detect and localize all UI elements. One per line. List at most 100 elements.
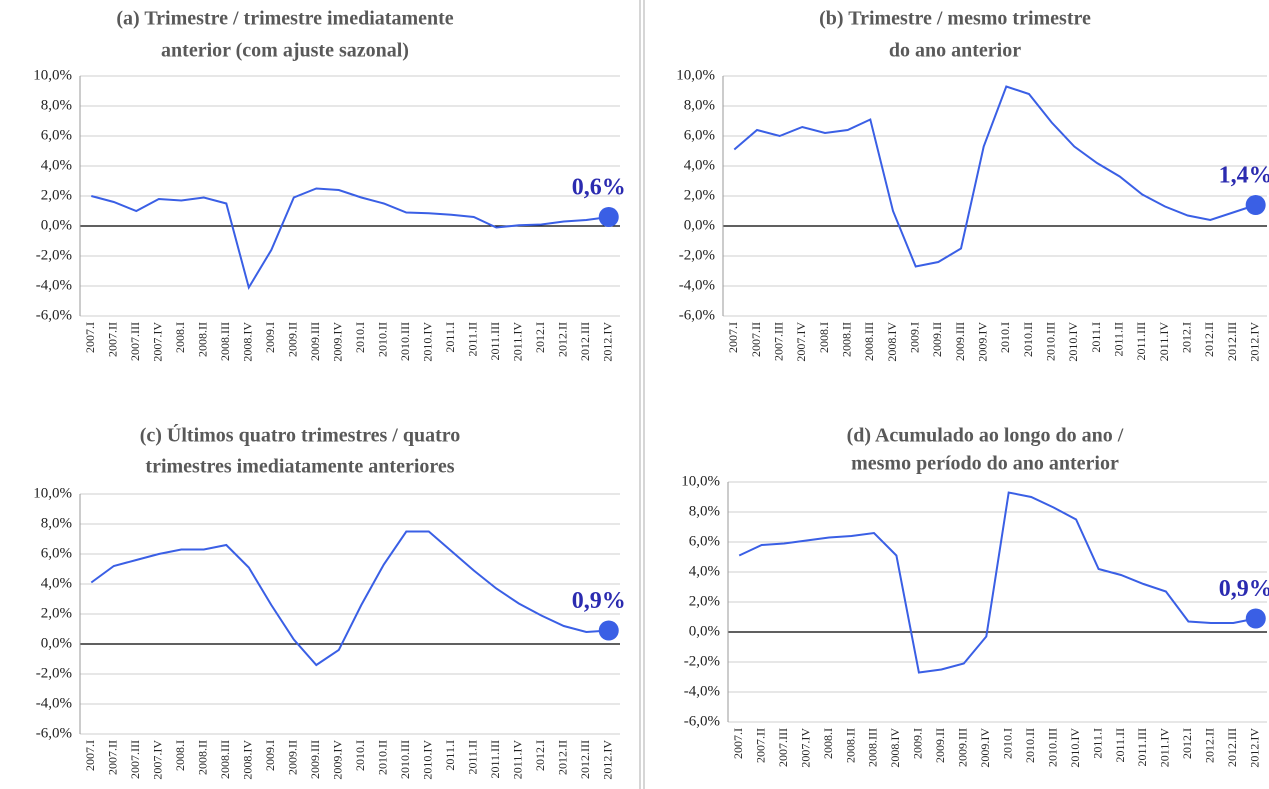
y-tick-label: 8,0% xyxy=(41,515,72,531)
x-tick-label: 2009.III xyxy=(956,728,970,767)
x-tick-label: 2007.III xyxy=(128,740,142,779)
y-tick-label: -4,0% xyxy=(36,277,72,293)
x-tick-label: 2012.II xyxy=(556,322,570,357)
chart-title: anterior (com ajuste sazonal) xyxy=(161,40,409,62)
x-tick-label: 2012.I xyxy=(533,740,547,771)
x-tick-label: 2011.IV xyxy=(1157,322,1171,362)
x-tick-label: 2009.IV xyxy=(978,728,992,768)
y-tick-label: 10,0% xyxy=(33,67,72,83)
y-tick-label: 0,0% xyxy=(689,623,720,639)
value-label: 0,6% xyxy=(572,175,626,201)
x-tick-label: 2009.II xyxy=(933,728,947,763)
x-tick-label: 2010.II xyxy=(1021,322,1035,357)
data-line xyxy=(733,85,1257,268)
x-tick-label: 2010.II xyxy=(376,322,390,357)
x-tick-label: 2008.II xyxy=(839,322,853,357)
y-tick-label: 8,0% xyxy=(689,503,720,519)
x-tick-label: 2012.I xyxy=(533,322,547,353)
x-tick-label: 2011.IV xyxy=(511,322,525,362)
y-tick-label: -2,0% xyxy=(36,665,72,681)
x-tick-label: 2010.I xyxy=(353,740,367,771)
y-tick-label: -4,0% xyxy=(679,277,715,293)
x-tick-label: 2011.IV xyxy=(1158,728,1172,768)
x-tick-label: 2011.III xyxy=(1135,728,1149,767)
y-tick-label: 6,0% xyxy=(41,127,72,143)
y-tick-label: 8,0% xyxy=(684,97,715,113)
x-tick-label: 2010.I xyxy=(998,322,1012,353)
y-tick-label: -4,0% xyxy=(684,683,720,699)
x-tick-label: 2007.III xyxy=(776,728,790,767)
x-tick-label: 2007.I xyxy=(726,322,740,353)
y-tick-label: 2,0% xyxy=(684,187,715,203)
x-tick-label: 2011.II xyxy=(466,322,480,357)
x-tick-label: 2008.IV xyxy=(241,322,255,362)
x-tick-label: 2012.IV xyxy=(601,740,615,780)
y-tick-label: 4,0% xyxy=(684,157,715,173)
x-tick-label: 2011.II xyxy=(1113,728,1127,763)
x-tick-label: 2008.II xyxy=(196,740,210,775)
x-tick-label: 2011.III xyxy=(488,322,502,361)
x-tick-label: 2012.III xyxy=(578,322,592,361)
y-tick-label: -6,0% xyxy=(36,307,72,323)
x-tick-label: 2008.III xyxy=(218,322,232,361)
x-tick-label: 2008.I xyxy=(173,322,187,353)
x-tick-label: 2012.III xyxy=(1225,728,1239,767)
x-tick-label: 2012.IV xyxy=(1247,322,1261,362)
y-tick-label: 8,0% xyxy=(41,97,72,113)
y-tick-label: 10,0% xyxy=(676,67,715,83)
x-tick-label: 2012.II xyxy=(556,740,570,775)
x-tick-label: 2009.I xyxy=(263,740,277,771)
y-tick-label: -2,0% xyxy=(684,653,720,669)
x-tick-label: 2010.III xyxy=(398,740,412,779)
x-tick-label: 2009.IV xyxy=(331,322,345,362)
x-tick-label: 2010.I xyxy=(353,322,367,353)
x-tick-label: 2010.III xyxy=(398,322,412,361)
y-tick-label: 0,0% xyxy=(41,635,72,651)
x-tick-label: 2010.IV xyxy=(1068,728,1082,768)
chart-title: mesmo período do ano anterior xyxy=(851,453,1119,475)
x-tick-label: 2008.IV xyxy=(888,728,902,768)
x-tick-label: 2012.III xyxy=(1225,322,1239,361)
x-tick-label: 2007.IV xyxy=(151,740,165,780)
chart-title: trimestres imediatamente anteriores xyxy=(145,456,454,478)
x-tick-label: 2008.III xyxy=(218,740,232,779)
y-tick-label: 6,0% xyxy=(684,127,715,143)
chart-title: (b) Trimestre / mesmo trimestre xyxy=(819,8,1091,30)
y-tick-label: 4,0% xyxy=(689,563,720,579)
y-tick-label: 6,0% xyxy=(689,533,720,549)
x-tick-label: 2007.I xyxy=(83,322,97,353)
y-tick-label: 2,0% xyxy=(41,605,72,621)
x-tick-label: 2011.I xyxy=(1089,322,1103,353)
x-tick-label: 2011.III xyxy=(488,740,502,779)
point-marker xyxy=(598,207,619,227)
point-marker xyxy=(1245,608,1266,629)
x-tick-label: 2007.I xyxy=(731,728,745,759)
x-tick-label: 2009.III xyxy=(308,322,322,361)
x-tick-label: 2008.I xyxy=(817,322,831,353)
y-tick-label: -2,0% xyxy=(679,247,715,263)
value-label: 0,9% xyxy=(1219,576,1269,602)
y-tick-label: 0,0% xyxy=(41,217,72,233)
x-tick-label: 2007.II xyxy=(106,740,120,775)
chart-title: do ano anterior xyxy=(889,40,1021,62)
y-tick-label: 2,0% xyxy=(689,593,720,609)
x-tick-label: 2008.I xyxy=(173,740,187,771)
x-tick-label: 2011.II xyxy=(466,740,480,775)
x-tick-label: 2010.II xyxy=(1023,728,1037,763)
y-tick-label: 10,0% xyxy=(681,473,720,489)
x-tick-label: 2007.IV xyxy=(798,728,812,768)
x-tick-label: 2008.I xyxy=(821,728,835,759)
x-tick-label: 2007.IV xyxy=(794,322,808,362)
x-tick-label: 2009.I xyxy=(263,322,277,353)
x-tick-label: 2010.IV xyxy=(1066,322,1080,362)
x-tick-label: 2009.II xyxy=(930,322,944,357)
y-tick-label: 2,0% xyxy=(41,187,72,203)
y-tick-label: -6,0% xyxy=(684,713,720,729)
y-tick-label: -2,0% xyxy=(36,247,72,263)
x-tick-label: 2009.I xyxy=(911,728,925,759)
y-tick-label: 4,0% xyxy=(41,157,72,173)
point-marker xyxy=(1245,195,1266,215)
x-tick-label: 2007.IV xyxy=(151,322,165,362)
x-tick-label: 2009.III xyxy=(953,322,967,361)
